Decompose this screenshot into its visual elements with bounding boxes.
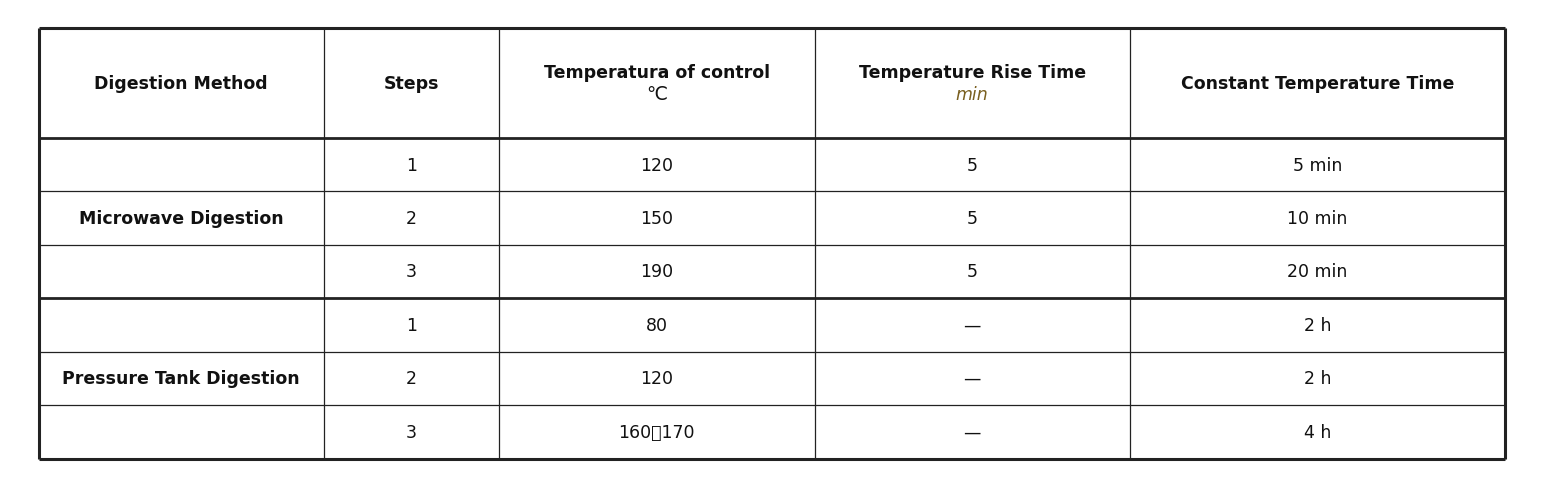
Text: —: — [963,369,980,387]
Text: 190: 190 [641,263,673,281]
Text: 5: 5 [967,263,977,281]
Text: 3: 3 [406,423,417,441]
Text: 1: 1 [406,157,417,174]
Text: 2: 2 [406,369,417,387]
Text: 2 h: 2 h [1303,369,1331,387]
Text: Steps: Steps [384,75,440,93]
Text: 2 h: 2 h [1303,316,1331,334]
Text: Digestion Method: Digestion Method [94,75,269,93]
Text: 2: 2 [406,210,417,227]
Text: Pressure Tank Digestion: Pressure Tank Digestion [62,369,300,387]
Text: 4 h: 4 h [1305,423,1331,441]
Text: ℃: ℃ [647,85,667,104]
Text: 160～170: 160～170 [619,423,695,441]
Text: 3: 3 [406,263,417,281]
Text: Temperatura of control: Temperatura of control [543,64,770,82]
Text: 150: 150 [641,210,673,227]
Text: 5: 5 [967,210,977,227]
Text: Constant Temperature Time: Constant Temperature Time [1181,75,1454,93]
Text: 80: 80 [645,316,669,334]
Text: 5: 5 [967,157,977,174]
Text: Microwave Digestion: Microwave Digestion [79,210,284,227]
Text: 120: 120 [641,369,673,387]
Text: 10 min: 10 min [1288,210,1348,227]
Text: 20 min: 20 min [1288,263,1348,281]
Text: 5 min: 5 min [1292,157,1342,174]
Text: 1: 1 [406,316,417,334]
Text: Temperature Rise Time: Temperature Rise Time [858,64,1085,82]
Text: 120: 120 [641,157,673,174]
Text: —: — [963,423,980,441]
Text: min: min [956,86,988,104]
Text: —: — [963,316,980,334]
